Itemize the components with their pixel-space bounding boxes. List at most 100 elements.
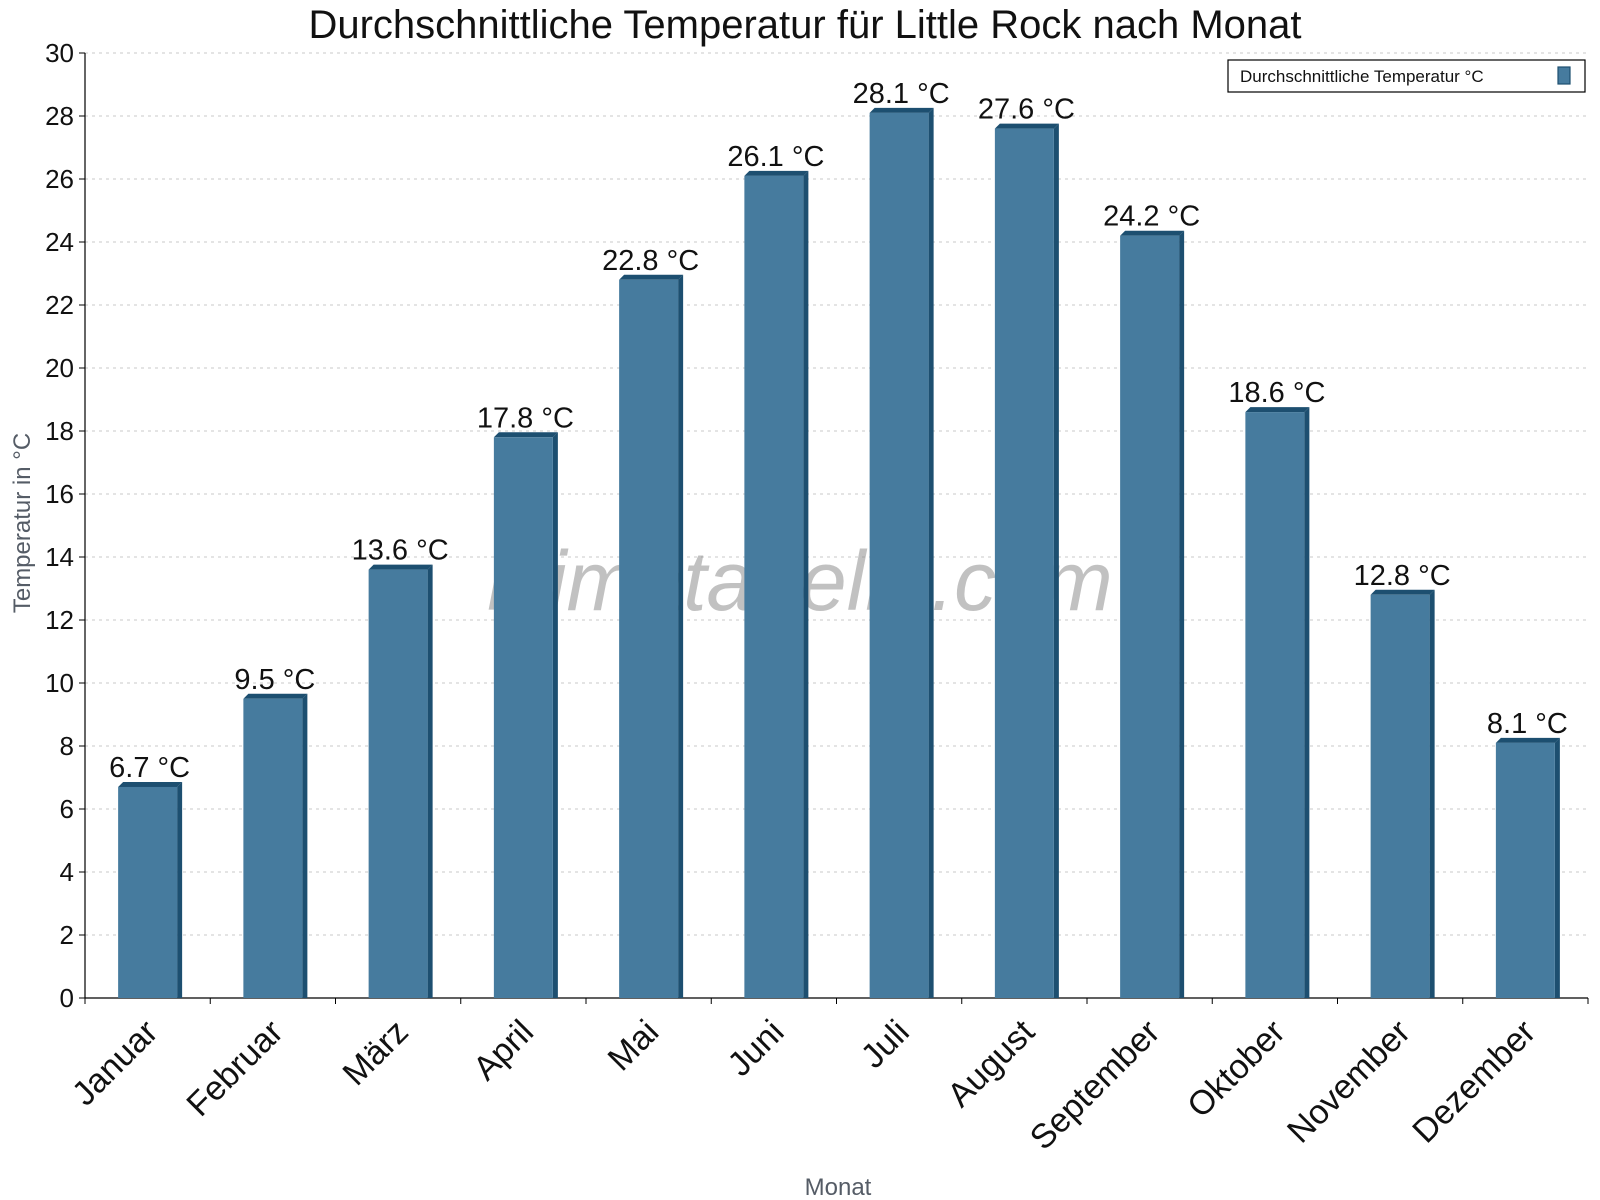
axes (79, 52, 1589, 1004)
bar-front (744, 175, 804, 999)
data-label: 18.6 °C (1228, 377, 1325, 409)
data-label: 26.1 °C (727, 141, 824, 173)
bar-front (368, 569, 428, 998)
bar (493, 432, 558, 998)
bar (869, 107, 934, 999)
y-tick-label: 28 (45, 101, 74, 131)
bar-front (493, 437, 553, 998)
bar (368, 564, 433, 998)
y-tick-label: 8 (60, 731, 74, 761)
bar-top (1495, 737, 1560, 743)
x-tick-label: Februar (179, 1013, 290, 1124)
data-label: 12.8 °C (1354, 560, 1451, 592)
x-tick-labels: Januar Februar März April Mai Juni Juli AugustS… (65, 1012, 1543, 1157)
bar (1370, 589, 1435, 998)
x-tick-label: Januar (65, 1013, 165, 1113)
data-labels: 6.7 °C 9.5 °C 13.6 °C 17.8 °C 22.8 °C 26.1 °C… (109, 78, 1568, 784)
x-tick-label: Dezember (1405, 1013, 1543, 1151)
bar-front (118, 786, 178, 998)
data-label: 8.1 °C (1487, 708, 1568, 740)
bar-top (493, 432, 558, 438)
legend-box (1227, 59, 1586, 93)
x-tick-label: Oktober (1180, 1013, 1292, 1125)
x-tick-label: Juni (721, 1013, 792, 1084)
bar-front (1245, 412, 1305, 999)
bar-top (368, 564, 433, 570)
y-tick-label: 20 (45, 353, 74, 383)
bar-front (1370, 594, 1430, 998)
data-label: 17.8 °C (477, 402, 574, 434)
y-tick-label: 14 (45, 542, 74, 572)
y-tick-label: 22 (45, 290, 74, 320)
bar-side (1304, 407, 1310, 999)
bar-front (869, 112, 929, 999)
bar-front (994, 128, 1054, 999)
bar (1245, 407, 1310, 999)
data-label: 13.6 °C (352, 535, 449, 567)
y-tick-label: 30 (45, 38, 74, 68)
data-label: 27.6 °C (978, 94, 1075, 126)
bar-top (118, 781, 183, 787)
bar-top (1245, 407, 1310, 413)
y-tick-label: 0 (60, 983, 74, 1013)
bar-top (1370, 589, 1435, 595)
bar-side (552, 432, 558, 998)
gridlines (85, 52, 1588, 936)
bar-top (243, 693, 308, 699)
bar-top (869, 107, 934, 113)
legend-swatch (1557, 66, 1571, 85)
bar-side (302, 693, 308, 998)
bar-side (1053, 123, 1059, 999)
y-tick-label: 16 (45, 479, 74, 509)
bar (243, 693, 308, 998)
bar-side (177, 781, 183, 998)
bar-front (1495, 742, 1555, 998)
y-tick-label: 10 (45, 668, 74, 698)
bar (1120, 230, 1185, 998)
x-tick-label: August (940, 1012, 1042, 1114)
data-label: 28.1 °C (853, 78, 950, 110)
bar (1495, 737, 1560, 998)
bar-top (744, 170, 809, 176)
chart-title: Durchschnittliche Temperatur für Little … (308, 3, 1301, 47)
y-tick-label: 24 (45, 227, 74, 257)
bar-front (619, 279, 679, 998)
bar-top (1120, 230, 1185, 236)
bar-top (994, 123, 1059, 129)
data-label: 22.8 °C (602, 245, 699, 277)
y-tick-label: 12 (45, 605, 74, 635)
bar (118, 781, 183, 998)
legend: Durchschnittliche Temperatur °C (1227, 59, 1586, 93)
y-tick-label: 4 (60, 857, 74, 887)
x-tick-label: November (1280, 1013, 1418, 1151)
legend-label: Durchschnittliche Temperatur °C (1240, 67, 1484, 86)
x-axis-title: Monat (805, 1174, 872, 1200)
bar (744, 170, 809, 999)
y-axis-title: Temperatur in °C (9, 433, 36, 613)
y-tick-label: 6 (60, 794, 74, 824)
data-label: 24.2 °C (1103, 201, 1200, 233)
bar-side (678, 274, 684, 998)
bar-front (1120, 235, 1180, 998)
bar-front (243, 698, 303, 998)
bar-side (427, 564, 433, 998)
x-tick-label: Mai (601, 1013, 667, 1079)
bar (619, 274, 684, 998)
bar-side (1554, 737, 1560, 998)
bar-side (1179, 230, 1185, 998)
x-tick-label: September (1023, 1013, 1167, 1157)
bar-side (928, 107, 934, 999)
bar-side (803, 170, 809, 999)
data-label: 9.5 °C (234, 664, 315, 696)
x-tick-label: März (335, 1013, 415, 1093)
x-tick-label: April (466, 1013, 541, 1088)
y-tick-label: 18 (45, 416, 74, 446)
bar-top (619, 274, 684, 280)
bar-side (1429, 589, 1435, 998)
y-tick-label: 26 (45, 164, 74, 194)
bars (118, 107, 1560, 999)
x-tick-label: Juli (854, 1013, 917, 1076)
y-tick-label: 2 (60, 920, 74, 950)
